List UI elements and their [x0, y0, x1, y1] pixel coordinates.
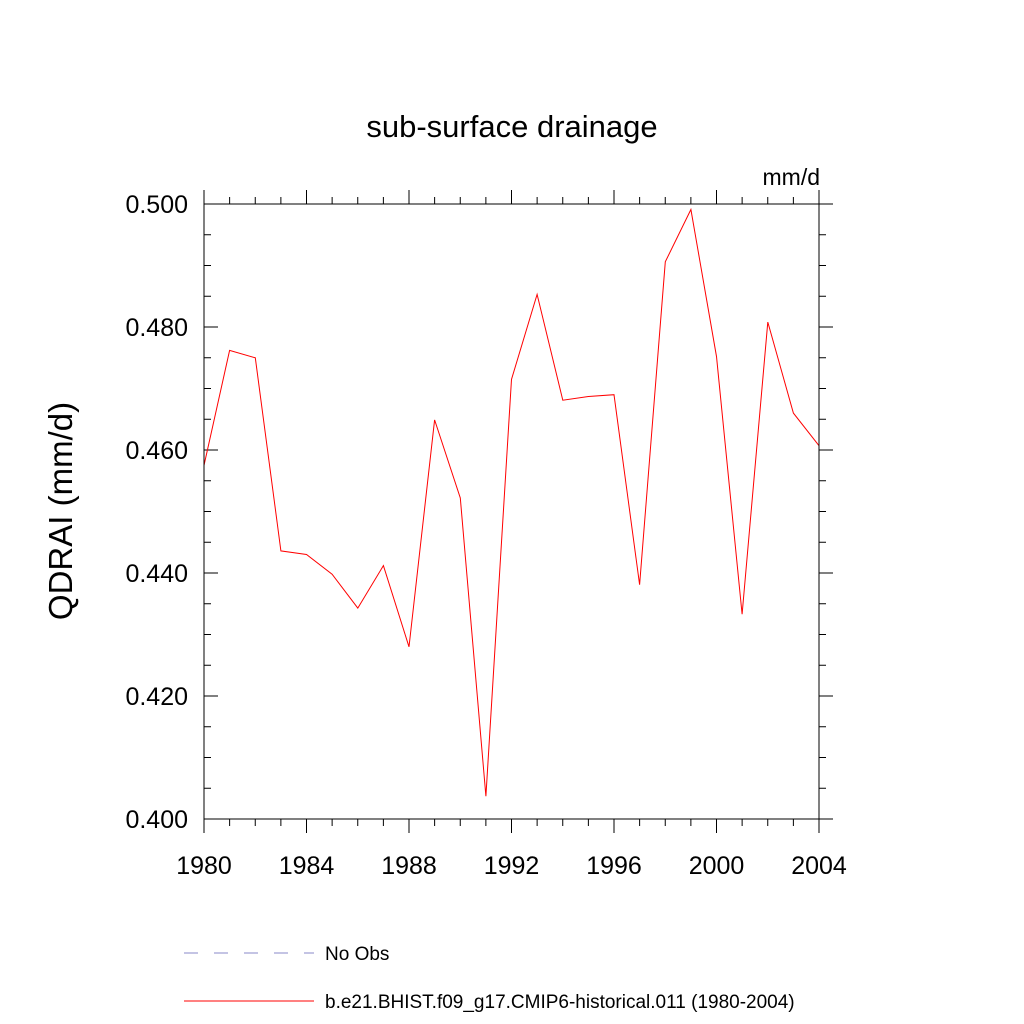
- y-tick-label: 0.440: [125, 560, 188, 588]
- chart-title: sub-surface drainage: [366, 109, 657, 144]
- series-layer: [203, 207, 820, 797]
- units-label: mm/d: [763, 164, 821, 190]
- y-axis-label: QDRAI (mm/d): [42, 402, 79, 620]
- plot-frame: [203, 203, 820, 820]
- x-tick-label: 1996: [586, 852, 642, 880]
- y-tick-label: 0.400: [125, 806, 188, 834]
- legend-label-model: b.e21.BHIST.f09_g17.CMIP6-historical.011…: [325, 992, 795, 1013]
- x-tick-label: 2000: [689, 852, 745, 880]
- x-tick-labels: 1980 1984 1988 1992 1996 2000 2004: [176, 852, 847, 880]
- y-tick-label: 0.460: [125, 437, 188, 465]
- x-tick-label: 2004: [791, 852, 847, 880]
- y-tick-labels: 0.400 0.420 0.440 0.460 0.480 0.500: [125, 191, 188, 834]
- x-tick-label: 1988: [381, 852, 437, 880]
- legend: No Obs b.e21.BHIST.f09_g17.CMIP6-histori…: [184, 944, 795, 1013]
- y-tick-label: 0.420: [125, 683, 188, 711]
- axis-ticks: [203, 190, 833, 833]
- series-line-0: [203, 207, 820, 797]
- x-tick-label: 1980: [176, 852, 232, 880]
- y-tick-label: 0.480: [125, 314, 188, 342]
- y-tick-label: 0.500: [125, 191, 188, 219]
- legend-label-no-obs: No Obs: [325, 944, 389, 965]
- x-tick-label: 1992: [484, 852, 540, 880]
- x-tick-label: 1984: [279, 852, 335, 880]
